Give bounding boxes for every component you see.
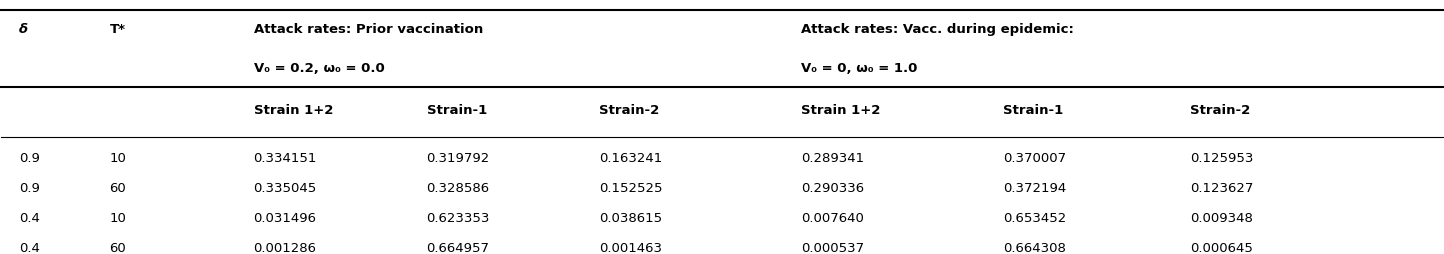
Text: Strain 1+2: Strain 1+2: [801, 104, 881, 117]
Text: 0.001463: 0.001463: [599, 242, 663, 254]
Text: 0.370007: 0.370007: [1004, 152, 1066, 165]
Text: 0.319792: 0.319792: [426, 152, 490, 165]
Text: 60: 60: [110, 182, 126, 195]
Text: 0.4: 0.4: [19, 212, 39, 225]
Text: 60: 60: [110, 242, 126, 254]
Text: 0.031496: 0.031496: [254, 212, 316, 225]
Text: 0.000537: 0.000537: [801, 242, 865, 254]
Text: 0.335045: 0.335045: [254, 182, 316, 195]
Text: 0.125953: 0.125953: [1190, 152, 1253, 165]
Text: 0.009348: 0.009348: [1190, 212, 1253, 225]
Text: δ: δ: [19, 23, 27, 36]
Text: Strain 1+2: Strain 1+2: [254, 104, 334, 117]
Text: 10: 10: [110, 152, 127, 165]
Text: 0.334151: 0.334151: [254, 152, 318, 165]
Text: V₀ = 0, ω₀ = 1.0: V₀ = 0, ω₀ = 1.0: [801, 61, 917, 74]
Text: 0.372194: 0.372194: [1004, 182, 1066, 195]
Text: 0.664957: 0.664957: [426, 242, 490, 254]
Text: T*: T*: [110, 23, 126, 36]
Text: Strain-1: Strain-1: [426, 104, 487, 117]
Text: 0.9: 0.9: [19, 152, 39, 165]
Text: 0.000645: 0.000645: [1190, 242, 1253, 254]
Text: Attack rates: Vacc. during epidemic:: Attack rates: Vacc. during epidemic:: [801, 23, 1074, 36]
Text: 0.152525: 0.152525: [599, 182, 663, 195]
Text: Strain-2: Strain-2: [599, 104, 660, 117]
Text: 10: 10: [110, 212, 127, 225]
Text: 0.4: 0.4: [19, 242, 39, 254]
Text: Strain-1: Strain-1: [1004, 104, 1063, 117]
Text: 0.9: 0.9: [19, 182, 39, 195]
Text: 0.001286: 0.001286: [254, 242, 316, 254]
Text: 0.038615: 0.038615: [599, 212, 663, 225]
Text: 0.623353: 0.623353: [426, 212, 490, 225]
Text: 0.007640: 0.007640: [801, 212, 864, 225]
Text: 0.289341: 0.289341: [801, 152, 865, 165]
Text: Strain-2: Strain-2: [1190, 104, 1251, 117]
Text: Attack rates: Prior vaccination: Attack rates: Prior vaccination: [254, 23, 482, 36]
Text: 0.664308: 0.664308: [1004, 242, 1066, 254]
Text: 0.328586: 0.328586: [426, 182, 490, 195]
Text: V₀ = 0.2, ω₀ = 0.0: V₀ = 0.2, ω₀ = 0.0: [254, 61, 384, 74]
Text: 0.290336: 0.290336: [801, 182, 865, 195]
Text: 0.653452: 0.653452: [1004, 212, 1066, 225]
Text: 0.163241: 0.163241: [599, 152, 663, 165]
Text: 0.123627: 0.123627: [1190, 182, 1253, 195]
